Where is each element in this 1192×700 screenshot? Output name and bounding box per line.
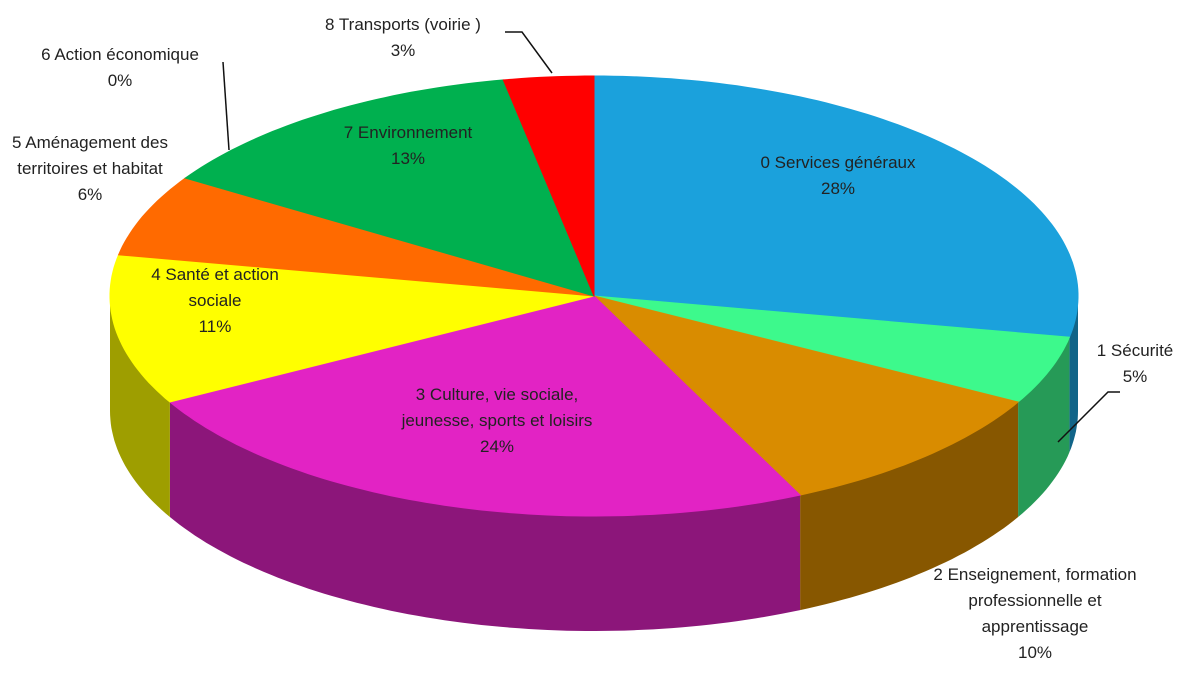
leader-line	[505, 31, 553, 74]
value-label: 6%	[77, 185, 103, 204]
pie-slice	[109, 254, 595, 403]
slice-label: 4 Santé et action sociale 11%	[125, 262, 305, 340]
category-label: 2 Enseignement, formation professionnell…	[933, 565, 1137, 636]
category-label: 4 Santé et action sociale	[151, 265, 279, 310]
value-label: 3%	[390, 41, 416, 60]
slice-label: 6 Action économique 0%	[5, 42, 235, 94]
value-label: 24%	[479, 437, 515, 456]
slice-label: 2 Enseignement, formation professionnell…	[930, 562, 1140, 666]
category-label: 7 Environnement	[343, 123, 473, 142]
leader-line	[222, 61, 230, 151]
pie-slice	[184, 79, 595, 297]
value-label: 5%	[1122, 367, 1148, 386]
slice-label: 5 Aménagement des territoires et habitat…	[0, 130, 180, 208]
category-label: 6 Action économique	[41, 45, 199, 64]
category-label: 5 Aménagement des territoires et habitat	[12, 133, 168, 178]
slice-label: 1 Sécurité 5%	[1075, 338, 1192, 390]
leader-line	[1057, 391, 1120, 443]
value-label: 10%	[1017, 643, 1053, 662]
pie-slice	[593, 75, 1079, 338]
category-label: 0 Services généraux	[760, 153, 916, 172]
pie-side	[169, 402, 801, 631]
value-label: 28%	[820, 179, 856, 198]
slice-label: 0 Services généraux 28%	[723, 150, 953, 202]
pie-slice	[593, 295, 1071, 403]
category-label: 3 Culture, vie sociale, jeunesse, sports…	[401, 385, 593, 430]
slice-label: 7 Environnement 13%	[308, 120, 508, 172]
value-label: 13%	[390, 149, 426, 168]
pie-slice	[502, 75, 595, 297]
pie-side	[800, 402, 1019, 611]
slice-label: 3 Culture, vie sociale, jeunesse, sports…	[382, 382, 612, 460]
pie-side	[1069, 296, 1078, 453]
category-label: 8 Transports (voirie )	[325, 15, 481, 34]
value-label: 11%	[198, 317, 232, 336]
value-label: 0%	[107, 71, 133, 90]
category-label: 1 Sécurité	[1096, 341, 1174, 360]
pie-slice	[117, 177, 595, 297]
pie-slice	[168, 295, 802, 517]
pie-slice	[592, 295, 1020, 496]
slice-label: 8 Transports (voirie ) 3%	[288, 12, 518, 64]
pie-side	[1018, 337, 1070, 517]
